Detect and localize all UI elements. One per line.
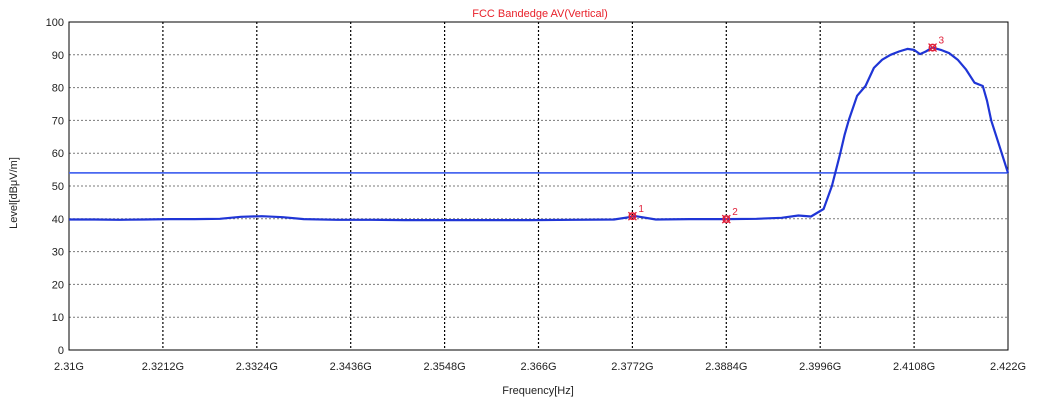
x-tick-label: 2.3324G — [236, 361, 278, 373]
marker-point — [628, 212, 637, 221]
y-tick-label: 100 — [46, 17, 64, 29]
marker-cross — [627, 211, 637, 221]
marker-cross — [928, 43, 938, 53]
x-tick-labels: 2.31G 2.3212G 2.3324G 2.3436G 2.3548G 2.366G 2… — [54, 361, 1026, 373]
x-tick-label: 2.4108G — [893, 361, 935, 373]
x-tick-label: 2.3436G — [330, 361, 372, 373]
x-tick-label: 2.366G — [520, 361, 556, 373]
x-tick-label: 2.422G — [990, 361, 1026, 373]
marker-point — [928, 43, 937, 52]
x-tick-label: 2.3884G — [705, 361, 747, 373]
y-tick-label: 40 — [52, 214, 64, 226]
y-tick-label: 80 — [52, 83, 64, 95]
y-tick-label: 70 — [52, 115, 64, 127]
x-tick-label: 2.31G — [54, 361, 84, 373]
y-tick-label: 20 — [52, 279, 64, 291]
y-tick-label: 10 — [52, 312, 64, 324]
y-tick-label: 0 — [58, 345, 64, 357]
x-tick-label: 2.3772G — [611, 361, 653, 373]
marker-cross — [721, 214, 731, 224]
y-axis-label: Level[dBμV/m] — [8, 157, 20, 229]
y-tick-labels: 0 10 20 30 40 50 60 70 80 90 100 — [46, 17, 64, 357]
markers: 1 2 3 — [627, 36, 945, 224]
plot-frame — [68, 21, 1009, 351]
y-tick-label: 50 — [52, 181, 64, 193]
marker-label: 1 — [638, 204, 644, 215]
y-tick-label: 60 — [52, 148, 64, 160]
series-line — [69, 46, 1010, 222]
y-tick-label: 90 — [52, 50, 64, 62]
x-tick-label: 2.3996G — [799, 361, 841, 373]
chart-title: FCC Bandedge AV(Vertical) — [472, 8, 608, 20]
marker-label: 3 — [939, 36, 945, 47]
marker-label: 2 — [732, 207, 738, 218]
marker-point — [722, 215, 731, 224]
x-tick-label: 2.3548G — [423, 361, 465, 373]
x-tick-label: 2.3212G — [142, 361, 184, 373]
y-tick-label: 30 — [52, 247, 64, 259]
x-axis-label: Frequency[Hz] — [502, 385, 574, 397]
